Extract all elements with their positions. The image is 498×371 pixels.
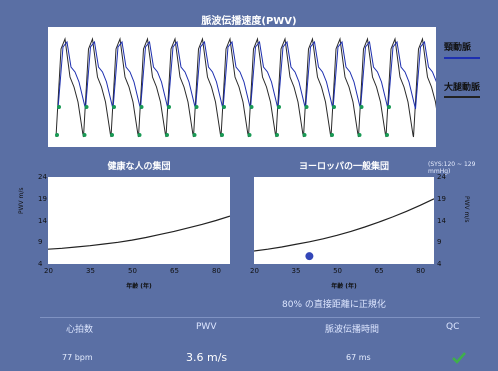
y-tick-label: 9 [38, 238, 43, 247]
y-tick-label: 14 [437, 216, 446, 225]
reference-curve [47, 215, 231, 250]
femoral-foot-marker [275, 133, 279, 137]
x-tick-label: 80 [212, 267, 221, 275]
waveform-markers [55, 105, 391, 137]
x-tick-label: 20 [44, 267, 53, 275]
x-tick-label: 35 [86, 267, 95, 275]
x-tick-label: 50 [128, 267, 137, 275]
carotid-foot-marker [84, 105, 89, 109]
sys-note: (SYS:120 ~ 129 mmHg) [428, 161, 476, 175]
carotid-foot-marker [332, 105, 336, 109]
waveform-svg [55, 37, 443, 138]
legend-carotid-label: 頸動脈 [444, 43, 472, 53]
x-tick-label: 65 [170, 267, 179, 275]
femoral-foot-marker [302, 133, 307, 137]
right-chart-title: ヨーロッパの一般集団 [298, 162, 389, 172]
carotid-foot-marker [112, 105, 116, 109]
legend-carotid-line [444, 57, 480, 59]
carotid-foot-marker [277, 105, 281, 109]
left-chart-title: 健康な人の集団 [107, 162, 171, 172]
y-tick-label: 24 [437, 173, 446, 181]
page-title: 脈波伝播速度(PWV) [201, 16, 297, 27]
transit-time-label: 脈波伝播時間 [325, 325, 380, 335]
carotid-foot-marker [222, 105, 226, 109]
femoral-foot-marker [165, 133, 169, 137]
carotid-foot-marker [387, 105, 391, 109]
waveform-panel [48, 27, 443, 147]
femoral-foot-marker [137, 133, 142, 137]
femoral-foot-marker [357, 133, 362, 137]
legend-femoral-label: 大腿動脈 [444, 83, 481, 93]
femoral-foot-marker [220, 133, 224, 137]
x-tick-label: 80 [416, 267, 426, 275]
y-tick-label: 14 [38, 216, 47, 225]
carotid-foot-marker [359, 105, 364, 109]
right-chart-panel [253, 177, 435, 264]
right-x-label: 年齢 (年) [331, 283, 357, 290]
transit-time-value: 67 ms [346, 353, 371, 362]
y-tick-label: 4 [437, 260, 442, 268]
carotid-foot-marker [167, 105, 171, 109]
femoral-waveform [55, 37, 441, 138]
patient-point [305, 252, 314, 261]
x-tick-label: 50 [333, 267, 342, 275]
heart-rate-label: 心拍数 [66, 325, 94, 335]
femoral-foot-marker [55, 133, 59, 137]
x-tick-label: 35 [291, 267, 301, 275]
y-tick-label: 24 [38, 173, 47, 181]
femoral-foot-marker [192, 133, 197, 137]
femoral-foot-marker [110, 133, 114, 137]
femoral-wave-line [55, 37, 441, 138]
femoral-foot-marker [247, 133, 252, 137]
qc-label: QC [446, 322, 460, 332]
right-y-label: PWV m/s [463, 196, 470, 223]
x-tick-label: 65 [374, 267, 384, 275]
y-tick-label: 19 [437, 194, 446, 203]
carotid-foot-marker [249, 105, 254, 109]
y-tick-label: 9 [437, 238, 442, 247]
right-chart-svg [253, 198, 435, 261]
pwv-value: 3.6 m/s [186, 351, 228, 364]
femoral-foot-marker [385, 133, 389, 137]
pwv-label: PWV [196, 322, 217, 332]
left-chart-svg [47, 215, 231, 250]
footer-divider [40, 317, 480, 318]
carotid-foot-marker [194, 105, 199, 109]
x-tick-label: 20 [250, 267, 259, 275]
heart-rate-value: 77 bpm [62, 353, 93, 362]
carotid-foot-marker [139, 105, 144, 109]
carotid-foot-marker [57, 105, 61, 109]
carotid-foot-marker [304, 105, 309, 109]
qc-checkmark-icon [452, 349, 466, 368]
left-x-label: 年齢 (年) [126, 283, 152, 290]
y-tick-label: 4 [38, 260, 43, 268]
left-y-label: PWV m/s [18, 187, 25, 214]
femoral-foot-marker [82, 133, 87, 137]
legend-femoral-line [444, 96, 480, 98]
left-chart-panel [47, 177, 231, 264]
femoral-foot-marker [330, 133, 334, 137]
y-tick-label: 19 [38, 194, 47, 203]
reference-curve [253, 198, 435, 252]
normalize-note: 80% の直接距離に正規化 [282, 300, 386, 310]
